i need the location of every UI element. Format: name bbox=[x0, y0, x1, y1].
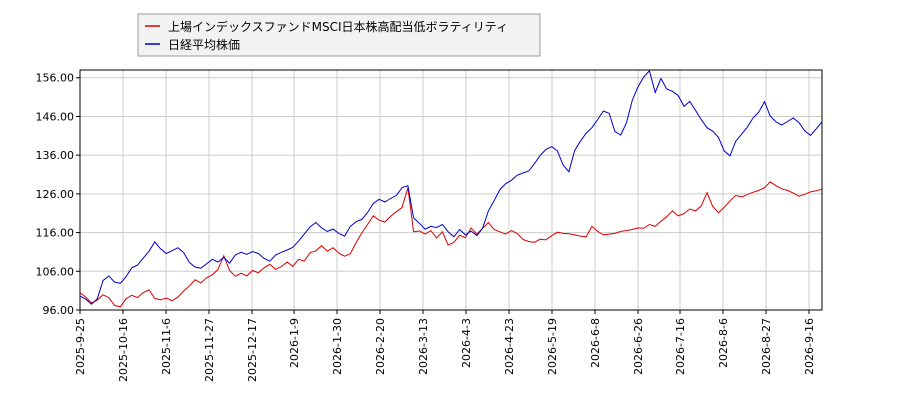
x-tick-label: 2026-6-8 bbox=[589, 318, 602, 368]
grid-lines bbox=[79, 70, 822, 311]
x-tick-label: 2026-9-16 bbox=[803, 318, 816, 375]
series-line-2 bbox=[79, 69, 823, 305]
y-tick-label: 146.00 bbox=[36, 110, 75, 123]
x-tick-label: 2025-11-27 bbox=[203, 318, 216, 382]
y-tick-label: 116.00 bbox=[36, 227, 75, 240]
axes bbox=[76, 69, 823, 314]
x-tick-label: 2026-1-30 bbox=[331, 318, 344, 375]
x-tick-label: 2025-10-16 bbox=[117, 318, 130, 382]
x-tick-label: 2026-4-3 bbox=[460, 318, 473, 368]
x-tick-label: 2026-8-6 bbox=[717, 318, 730, 368]
x-tick-label: 2026-5-19 bbox=[546, 318, 559, 375]
legend-box bbox=[137, 13, 541, 57]
x-tick-label: 2026-8-27 bbox=[760, 318, 773, 375]
plot-frame bbox=[79, 69, 823, 311]
x-tick-label: 2025-11-6 bbox=[160, 318, 173, 375]
x-tick-label: 2025-12-17 bbox=[246, 318, 259, 382]
legend-label-series-1: 上場インデックスファンドMSCI日本株高配当低ボラティリティ bbox=[168, 19, 508, 34]
x-tick-label: 2026-4-23 bbox=[503, 318, 516, 375]
series-line-1 bbox=[79, 181, 823, 308]
y-tick-label: 96.00 bbox=[43, 304, 75, 317]
legend-label-series-2: 日経平均株価 bbox=[168, 37, 240, 52]
x-tick-label: 2026-1-9 bbox=[288, 318, 301, 368]
x-tick-label: 2026-6-26 bbox=[632, 318, 645, 375]
x-tick-label: 2026-3-13 bbox=[417, 318, 430, 375]
series-lines bbox=[79, 69, 823, 308]
x-tick-label: 2026-2-20 bbox=[374, 318, 387, 375]
x-tick-label: 2026-7-16 bbox=[674, 318, 687, 375]
x-tick-label: 2025-9-25 bbox=[74, 318, 87, 375]
y-tick-label: 106.00 bbox=[36, 265, 75, 278]
y-tick-label: 126.00 bbox=[36, 188, 75, 201]
y-tick-label: 136.00 bbox=[36, 149, 75, 162]
tick-labels: 96.00 106.00 116.00 126.00 136.00 146.00 156.0… bbox=[36, 72, 817, 382]
legend: 上場インデックスファンドMSCI日本株高配当低ボラティリティ 日経平均株価 bbox=[137, 13, 541, 57]
y-tick-label: 156.00 bbox=[36, 72, 75, 85]
